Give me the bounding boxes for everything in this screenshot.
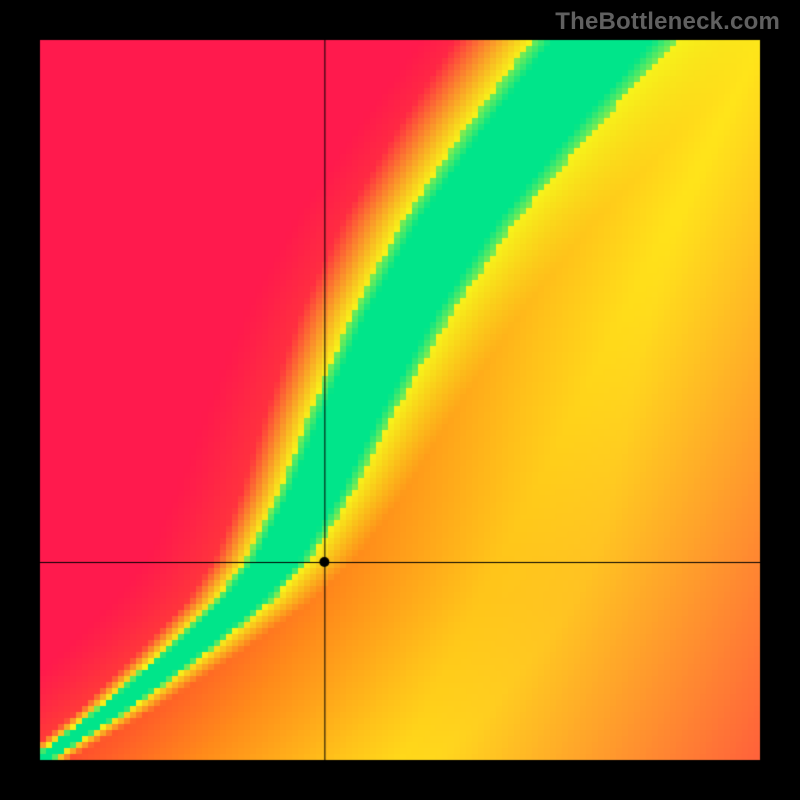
bottleneck-heatmap-canvas <box>0 0 800 800</box>
watermark-text: TheBottleneck.com <box>555 8 780 36</box>
chart-container: TheBottleneck.com <box>0 0 800 800</box>
